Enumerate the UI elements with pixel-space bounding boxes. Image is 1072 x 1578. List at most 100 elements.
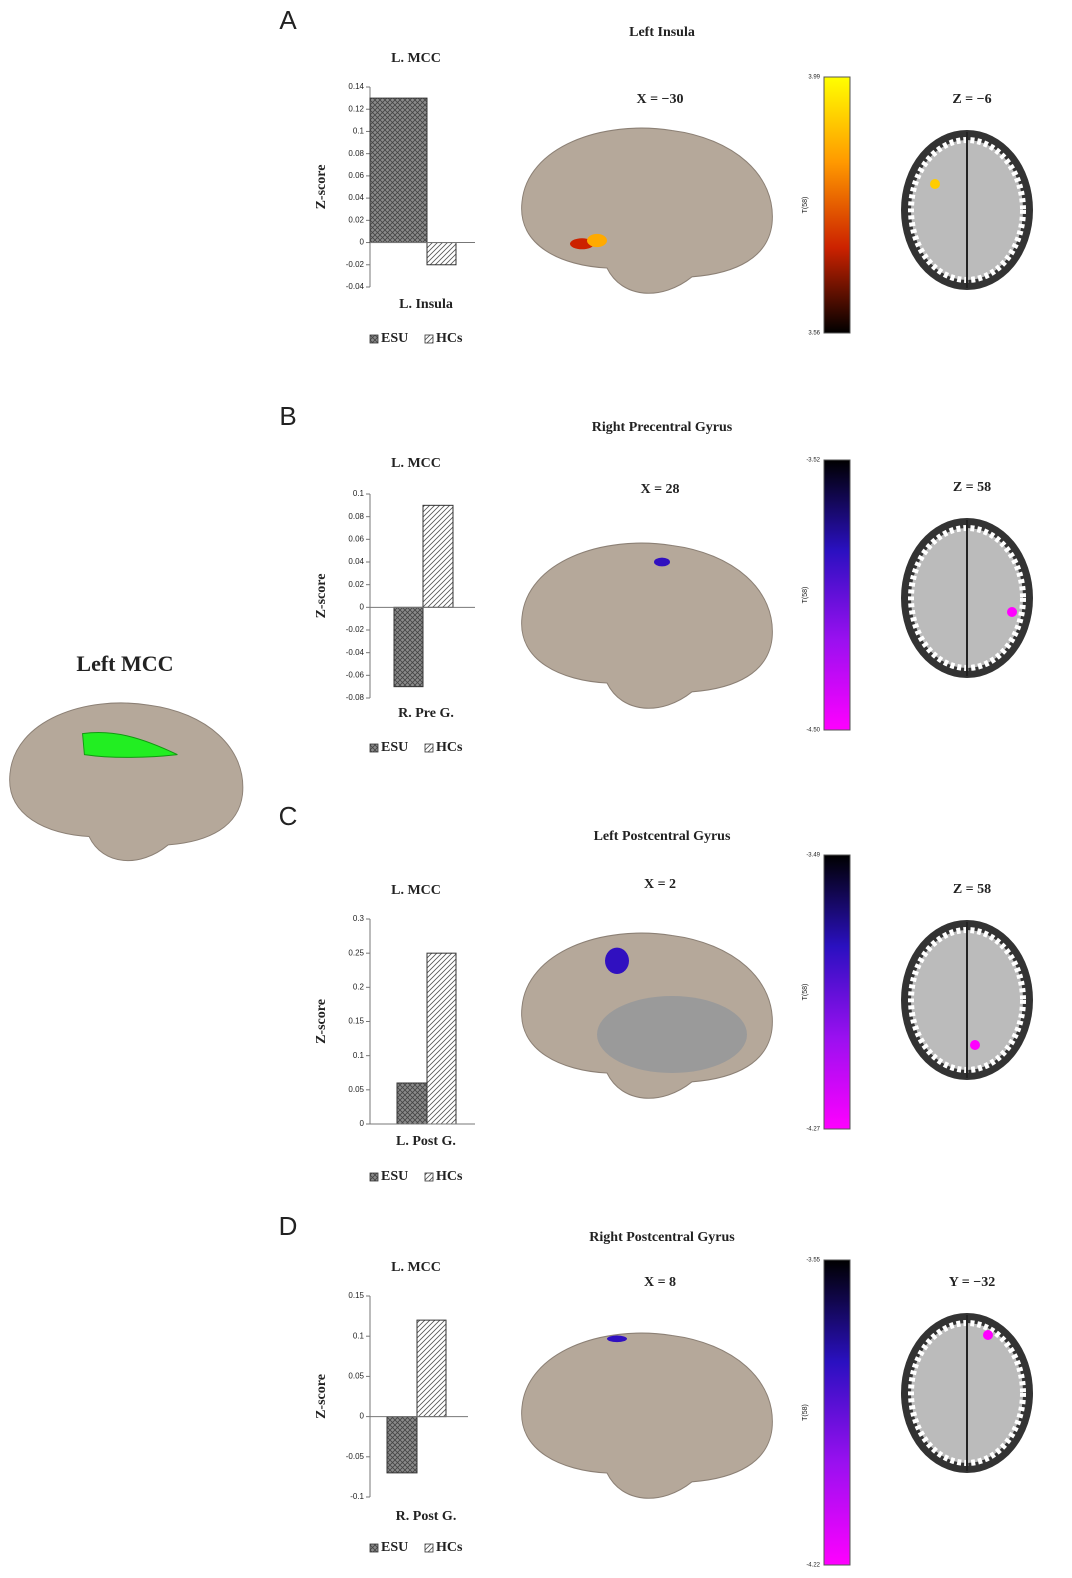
colorbar-min: -4.22 (806, 1563, 820, 1569)
y-axis-label: Z-score (314, 1374, 329, 1419)
brain-surface (521, 127, 773, 294)
y-tick-label: 0.06 (348, 171, 364, 180)
y-tick-label: 0.05 (348, 1372, 364, 1381)
y-tick-label: -0.02 (346, 260, 365, 269)
panel-letter: A (279, 5, 297, 35)
brain-render (521, 932, 773, 1099)
bar (396, 1082, 428, 1125)
y-tick-label: 0.05 (348, 1085, 364, 1094)
y-tick-label: -0.04 (346, 282, 365, 291)
slice-activation (983, 1330, 993, 1340)
legend-swatch (369, 1172, 379, 1182)
y-tick-label: 0.08 (348, 149, 364, 158)
legend-label: ESU (381, 740, 408, 755)
y-tick-label: 0.04 (348, 193, 364, 202)
colorbar-min: -4.27 (806, 1127, 820, 1133)
activation (654, 557, 670, 567)
y-tick-label: -0.06 (346, 670, 365, 679)
slice-activation (970, 1040, 980, 1050)
slice-label: Z = 58 (953, 480, 991, 495)
region-title: Left Postcentral Gyrus (594, 829, 731, 844)
slice-activation (930, 179, 940, 189)
x-axis-label: R. Post G. (396, 1509, 457, 1524)
y-tick-label: 0.14 (348, 82, 364, 91)
region-title: Right Precentral Gyrus (592, 420, 733, 435)
view-label: X = 8 (644, 1275, 676, 1290)
y-tick-label: -0.04 (346, 648, 365, 657)
activation (607, 1335, 627, 1343)
activation (605, 947, 629, 974)
bar (369, 97, 428, 244)
y-tick-label: 0.1 (353, 1051, 365, 1060)
colorbar (823, 1259, 851, 1566)
panel-letter: D (279, 1211, 298, 1241)
colorbar-max: -3.49 (806, 853, 820, 859)
y-tick-label: 0.15 (348, 1017, 364, 1026)
y-axis-label: Z-score (314, 165, 329, 210)
x-axis-label: L. Post G. (396, 1134, 456, 1149)
legend-label: HCs (436, 1169, 463, 1184)
brain-surface (521, 1332, 773, 1499)
colorbar-min: -4.50 (806, 728, 820, 734)
colorbar-label: T(58) (802, 587, 809, 604)
y-tick-label: 0.1 (353, 127, 365, 136)
colorbar-max: -3.52 (806, 458, 820, 464)
region-title: Left Insula (629, 25, 695, 40)
legend-swatch (369, 1543, 379, 1553)
legend-swatch (424, 334, 434, 344)
chart-title: L. MCC (391, 883, 441, 898)
legend-swatch (369, 743, 379, 753)
y-axis-label: Z-score (314, 999, 329, 1044)
figure-title: Left MCC (76, 651, 173, 676)
legend-label: HCs (436, 331, 463, 346)
legend-label: HCs (436, 740, 463, 755)
activation (587, 233, 607, 248)
brain-medial (597, 996, 747, 1073)
legend-label: HCs (436, 1540, 463, 1555)
brain-surface (521, 542, 773, 709)
y-tick-label: -0.08 (346, 693, 365, 702)
panel-letter: B (279, 401, 296, 431)
slice-label: Z = 58 (953, 882, 991, 897)
y-tick-label: 0 (360, 602, 365, 611)
colorbar-label: T(58) (802, 984, 809, 1001)
brain-render (521, 542, 773, 709)
y-tick-label: 0.3 (353, 914, 365, 923)
chart-title: L. MCC (391, 456, 441, 471)
y-tick-label: 0.25 (348, 948, 364, 957)
legend-swatch (424, 1172, 434, 1182)
y-tick-label: 0.04 (348, 557, 364, 566)
brain-render (521, 1332, 773, 1499)
view-label: X = 2 (644, 877, 676, 892)
legend-label: ESU (381, 1540, 408, 1555)
colorbar-max: 3.99 (808, 75, 820, 81)
y-tick-label: 0.02 (348, 580, 364, 589)
region-title: Right Postcentral Gyrus (589, 1230, 735, 1245)
panel-letter: C (279, 801, 298, 831)
legend-label: ESU (381, 331, 408, 346)
colorbar-min: 3.56 (808, 331, 820, 337)
y-tick-label: 0 (360, 238, 365, 247)
slice-label: Y = −32 (949, 1275, 996, 1290)
legend-label: ESU (381, 1169, 408, 1184)
y-tick-label: -0.02 (346, 625, 365, 634)
y-tick-label: 0.02 (348, 215, 364, 224)
bar (393, 606, 424, 688)
mcc-brain (9, 702, 244, 862)
bar (422, 504, 454, 608)
x-axis-label: L. Insula (399, 297, 453, 312)
view-label: X = 28 (640, 482, 679, 497)
bar (426, 952, 457, 1125)
colorbar (823, 76, 851, 334)
y-tick-label: 0 (360, 1412, 365, 1421)
bar (386, 1416, 418, 1474)
legend-swatch (424, 1543, 434, 1553)
colorbar (823, 459, 851, 731)
x-axis-label: R. Pre G. (398, 706, 454, 721)
view-label: X = −30 (636, 92, 683, 107)
y-tick-label: -0.1 (350, 1492, 364, 1501)
colorbar-label: T(58) (802, 1404, 809, 1421)
brain-render (521, 127, 773, 294)
colorbar (823, 854, 851, 1130)
